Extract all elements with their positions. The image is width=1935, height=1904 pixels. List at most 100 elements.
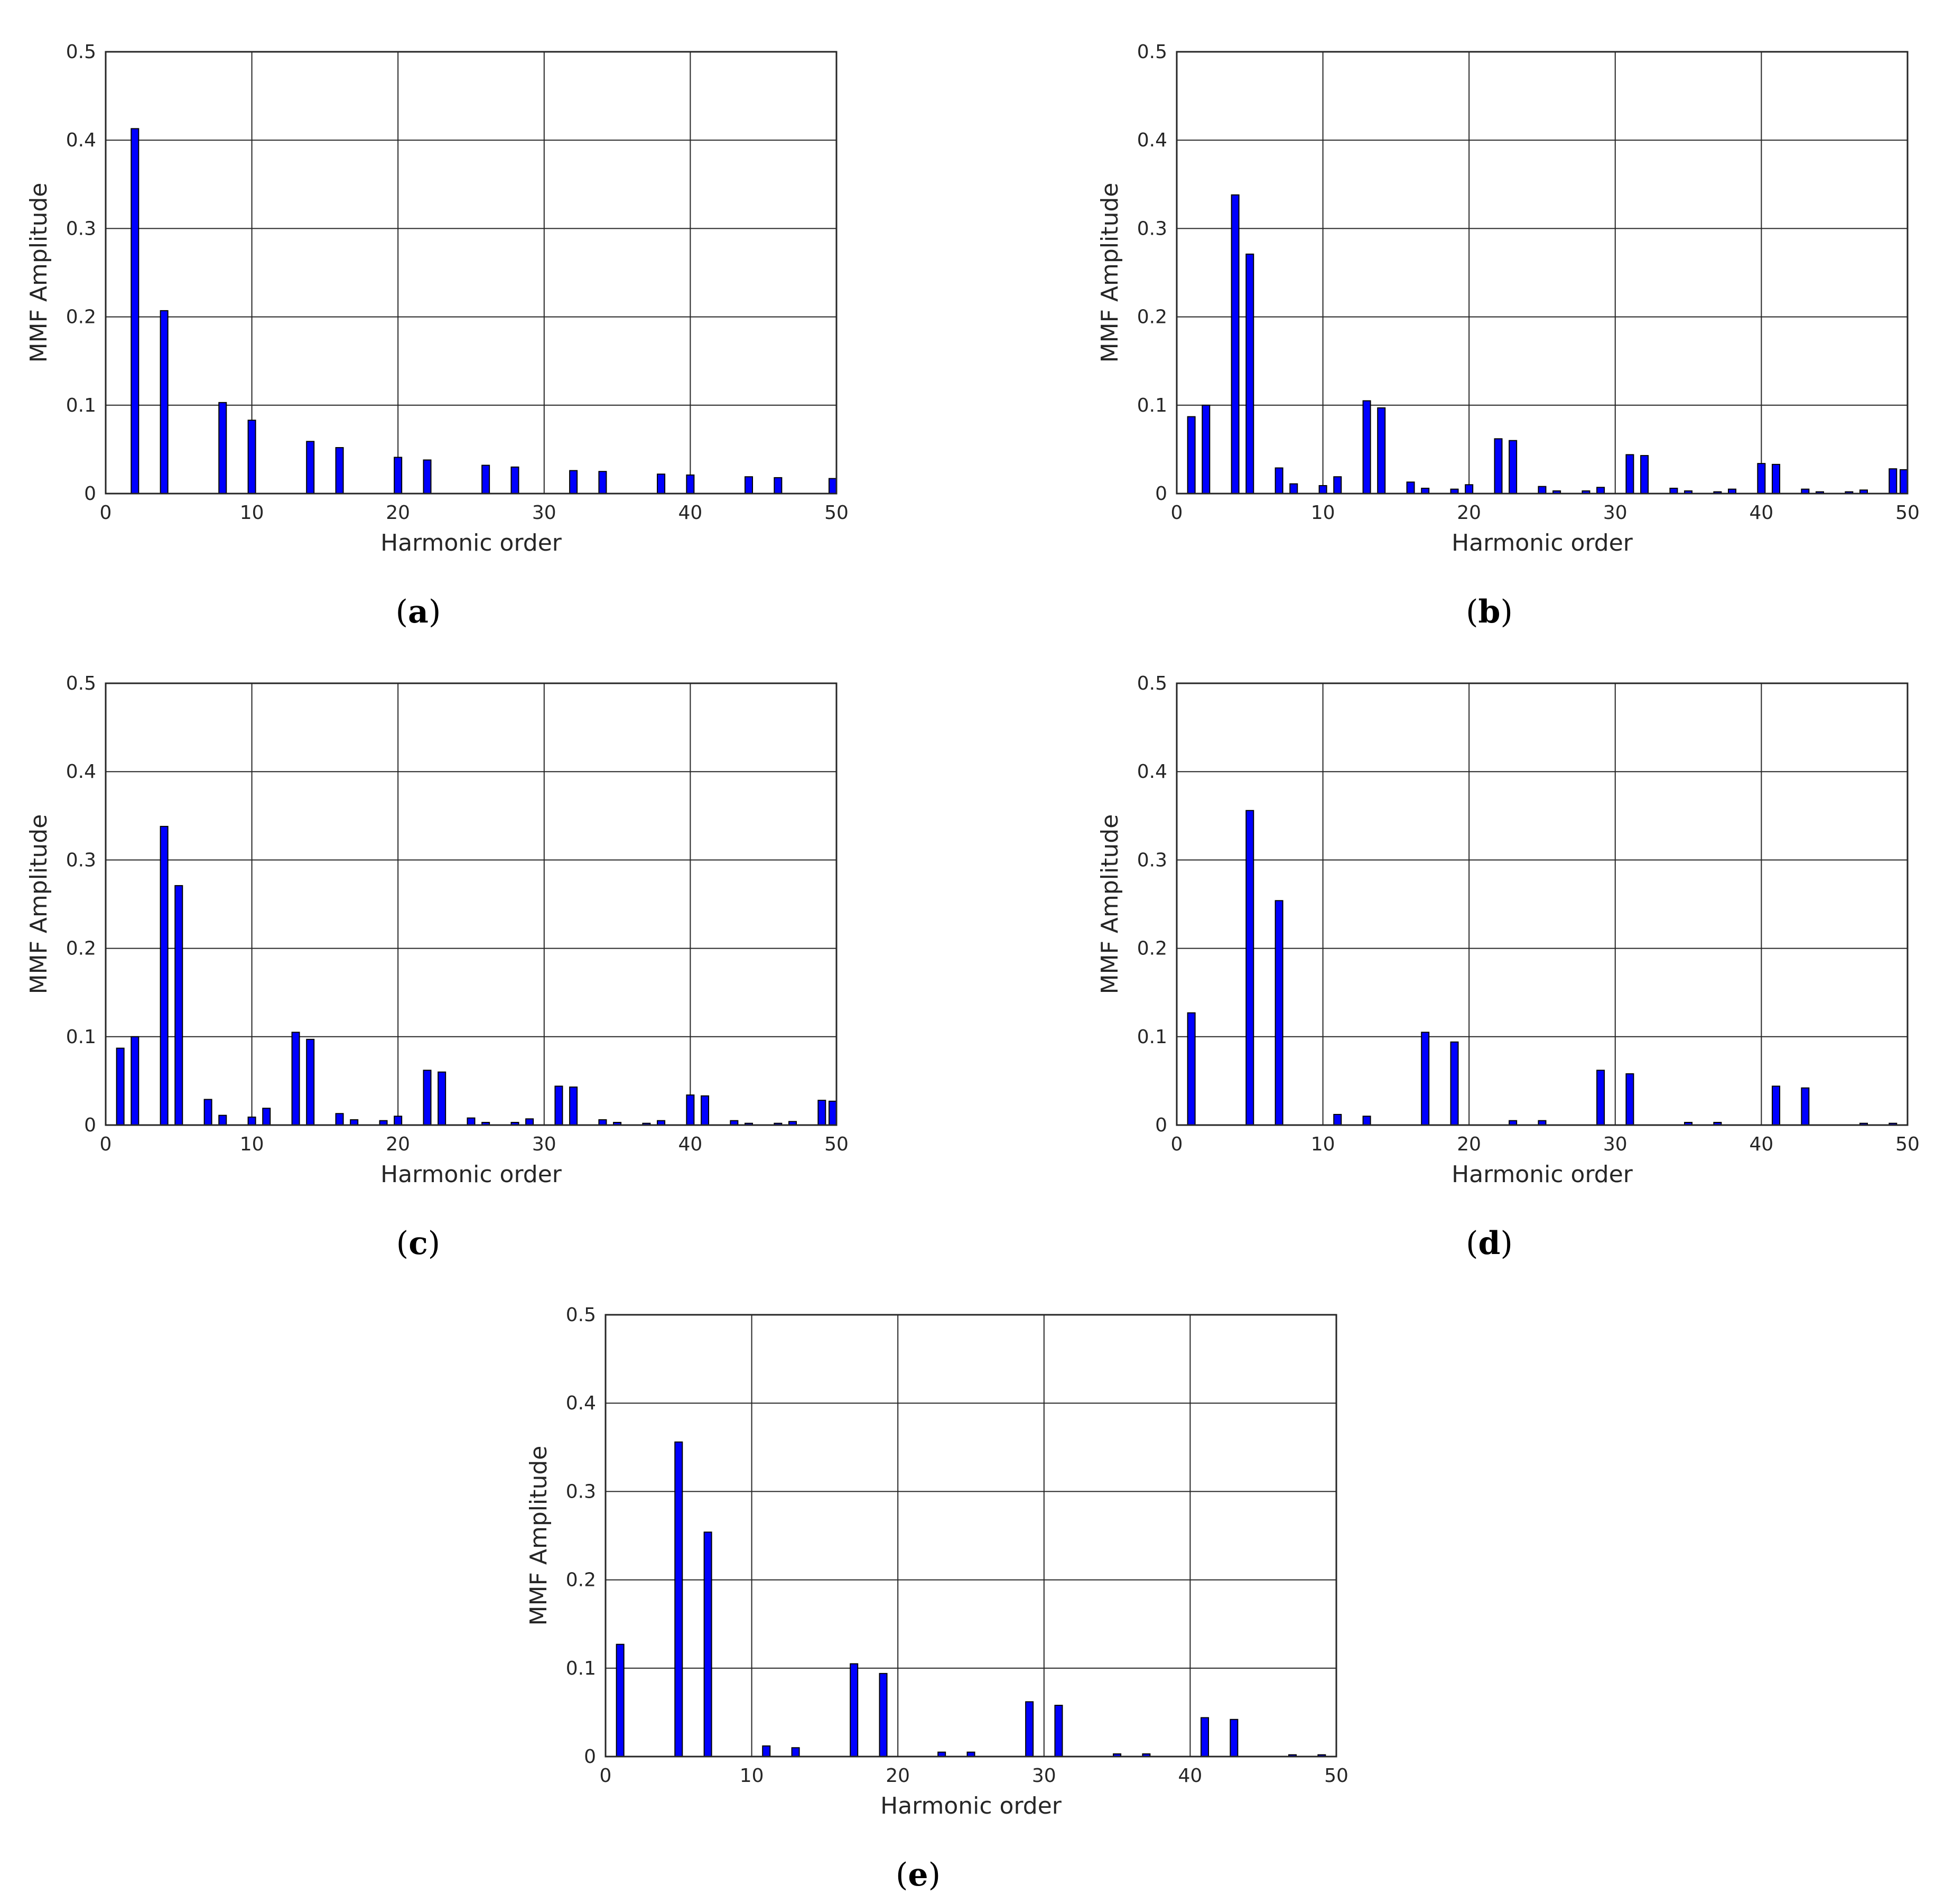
bar-harmonic-38 xyxy=(657,473,666,495)
x-tick-label: 50 xyxy=(1324,1765,1348,1787)
bar-harmonic-32 xyxy=(569,470,578,495)
bar-harmonic-32 xyxy=(569,1086,578,1126)
y-tick-label: 0.3 xyxy=(66,218,96,239)
x-tick-label: 0 xyxy=(100,1134,112,1155)
y-tick-label: 0.1 xyxy=(566,1658,596,1679)
x-tick-label: 30 xyxy=(1603,502,1627,524)
x-tick-label: 50 xyxy=(1895,1134,1920,1155)
bar-harmonic-50 xyxy=(1900,469,1908,495)
x-tick-label: 50 xyxy=(824,1134,849,1155)
x-tick-label: 40 xyxy=(678,1134,702,1155)
panel-letter: e xyxy=(908,1856,928,1893)
bar-harmonic-50 xyxy=(829,1100,837,1126)
bar-harmonic-20 xyxy=(394,457,403,494)
x-tick-label: 10 xyxy=(240,502,264,524)
bar-harmonic-49 xyxy=(817,1100,826,1126)
y-tick-label: 0.1 xyxy=(66,1026,96,1048)
bar-harmonic-43 xyxy=(1801,1087,1810,1126)
plot-area xyxy=(106,683,836,1125)
bar-harmonic-44 xyxy=(745,476,753,494)
x-tick-label: 40 xyxy=(1749,1134,1773,1155)
y-tick-label: 0.4 xyxy=(1137,129,1167,151)
panel-letter: b xyxy=(1478,593,1501,630)
x-tick-label: 30 xyxy=(1032,1765,1056,1787)
y-tick-label: 0.3 xyxy=(1137,849,1167,871)
bar-harmonic-29 xyxy=(1596,1070,1605,1126)
x-tick-label: 30 xyxy=(1603,1134,1627,1155)
x-tick-label: 0 xyxy=(600,1765,612,1787)
y-tick-label: 0 xyxy=(84,483,96,505)
bar-harmonic-22 xyxy=(423,1070,432,1126)
bar-harmonic-13 xyxy=(291,1032,300,1126)
y-tick-label: 0.4 xyxy=(66,129,96,151)
bar-harmonic-31 xyxy=(1054,1705,1063,1757)
bar-harmonic-34 xyxy=(1669,487,1678,495)
x-tick-label: 10 xyxy=(1311,1134,1335,1155)
bar-harmonic-10 xyxy=(247,1116,256,1126)
bar-harmonic-23 xyxy=(1509,440,1518,494)
bar-harmonic-31 xyxy=(554,1085,563,1126)
plot-area xyxy=(106,52,836,494)
x-tick-label: 20 xyxy=(386,502,410,524)
bar-harmonic-34 xyxy=(598,1119,607,1126)
x-tick-label: 30 xyxy=(532,1134,556,1155)
x-axis-label: Harmonic order xyxy=(1452,1161,1633,1188)
bar-harmonic-19 xyxy=(879,1673,888,1758)
chart-panel-a: 0 10 20 30 40 50 0 0.1 0.2 0.3 0.4 0.5 Harmonic orde… xyxy=(25,41,849,630)
bar-harmonic-17 xyxy=(350,1119,359,1126)
y-tick-label: 0.5 xyxy=(566,1304,596,1326)
x-axis-label: Harmonic order xyxy=(380,530,562,556)
bar-harmonic-25 xyxy=(467,1117,476,1126)
y-tick-label: 0.3 xyxy=(1137,218,1167,239)
bar-harmonic-16 xyxy=(335,1113,344,1126)
bar-harmonic-29 xyxy=(1596,487,1605,495)
x-tick-label: 40 xyxy=(1749,502,1773,524)
bar-harmonic-26 xyxy=(481,465,490,494)
y-tick-label: 0.5 xyxy=(1137,673,1167,694)
bar-harmonic-1 xyxy=(1187,1012,1196,1126)
bar-harmonic-2 xyxy=(131,128,139,495)
chart-panel-b: 0 10 20 30 40 50 0 0.1 0.2 0.3 0.4 0.5 Harmonic orde… xyxy=(1096,41,1920,630)
x-tick-label: 0 xyxy=(1171,502,1183,524)
x-axis-label: Harmonic order xyxy=(380,1161,562,1188)
bar-harmonic-40 xyxy=(686,1094,695,1126)
bar-harmonic-25 xyxy=(1538,486,1547,495)
y-tick-label: 0.2 xyxy=(66,938,96,960)
axes-box xyxy=(1176,51,1909,495)
x-tick-label: 0 xyxy=(100,502,112,524)
chart-panel-c: 0 10 20 30 40 50 0 0.1 0.2 0.3 0.4 0.5 Harmonic orde… xyxy=(25,673,849,1262)
y-tick-label: 0.3 xyxy=(566,1481,596,1502)
y-tick-label: 0.1 xyxy=(1137,1026,1167,1048)
bar-harmonic-31 xyxy=(1625,454,1634,495)
bar-harmonic-31 xyxy=(1625,1073,1634,1126)
bar-harmonic-1 xyxy=(1187,416,1196,495)
bar-harmonic-46 xyxy=(774,477,783,494)
bar-harmonic-22 xyxy=(423,459,432,494)
y-tick-label: 0 xyxy=(84,1114,96,1136)
axes-box xyxy=(105,682,838,1126)
x-axis-label: Harmonic order xyxy=(880,1792,1062,1819)
y-tick-label: 0.2 xyxy=(566,1569,596,1591)
bar-harmonic-16 xyxy=(335,447,344,495)
y-tick-label: 0 xyxy=(1155,1114,1167,1136)
y-tick-label: 0.2 xyxy=(1137,938,1167,960)
bar-harmonic-34 xyxy=(598,471,607,495)
bar-harmonic-4 xyxy=(1231,194,1240,494)
bar-harmonic-40 xyxy=(686,474,695,494)
plot-area xyxy=(1177,683,1908,1125)
y-tick-label: 0.3 xyxy=(66,849,96,871)
y-tick-label: 0.1 xyxy=(66,395,96,416)
y-tick-label: 0.5 xyxy=(1137,41,1167,63)
bar-harmonic-43 xyxy=(1230,1719,1239,1757)
y-axis-label: MMF Amplitude xyxy=(1096,183,1123,363)
bar-harmonic-50 xyxy=(829,478,837,494)
bar-harmonic-29 xyxy=(525,1118,534,1126)
bar-harmonic-11 xyxy=(762,1745,771,1758)
y-tick-label: 0.5 xyxy=(66,673,96,694)
bar-harmonic-5 xyxy=(174,885,183,1126)
axes-box xyxy=(105,51,838,495)
bar-harmonic-16 xyxy=(1406,481,1415,494)
bar-harmonic-11 xyxy=(1333,1113,1342,1126)
y-tick-label: 0 xyxy=(584,1746,596,1768)
